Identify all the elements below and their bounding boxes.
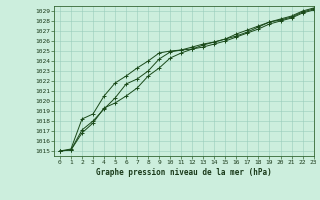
X-axis label: Graphe pression niveau de la mer (hPa): Graphe pression niveau de la mer (hPa) [96, 168, 272, 177]
